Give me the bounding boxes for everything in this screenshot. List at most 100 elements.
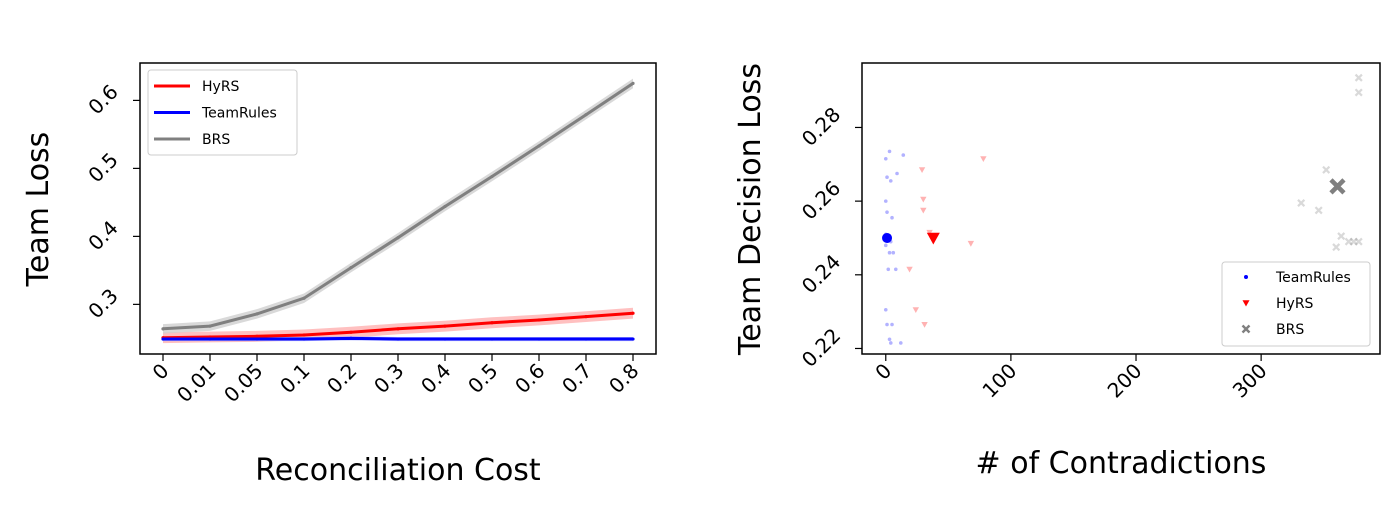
left-legend: HyRS TeamRules BRS [147,69,298,156]
teamrules-point [901,153,906,157]
right-x-tick-label: 300 [1228,359,1272,403]
teamrules-point [631,337,635,341]
hyrs-point [920,196,927,203]
teamrules-point [883,199,888,203]
teamrules-point [883,307,888,312]
teamrules-point [890,215,894,220]
teamrules-point [584,337,588,341]
right-y-axis-title: Team Decision Loss [733,63,768,356]
teamrules-point [396,337,400,341]
brs-point [1314,206,1323,215]
left-x-tick-label: 0.4 [416,359,455,398]
brs-point [490,174,494,179]
teamrules-legend-marker [1244,275,1248,279]
left-legend-box [147,69,298,156]
left-y-tick-label: 0.5 [83,148,122,187]
brs-point [349,266,353,270]
right-x-tick-label: 200 [1103,359,1147,403]
brs-point [1354,237,1363,246]
teamrules-point [883,243,888,248]
teamrules-point [302,337,306,341]
brs-mean-marker [1329,178,1346,195]
left-x-tick-label: 0.7 [557,359,596,398]
hyrs-point [584,315,588,319]
teamrules-point [887,250,892,255]
brs-point [161,327,165,331]
teamrules-point [885,175,889,179]
teamrules-point [349,336,353,340]
teamrules-point [537,337,541,341]
right-x-tick-label: 100 [977,359,1021,403]
right-y-tick-label: 0.26 [797,176,845,224]
left-x-tick-label: 0.01 [172,359,220,407]
teamrules-point [885,322,889,327]
teamrules-point [893,267,898,272]
hyrs-legend-label: HyRS [1276,296,1314,312]
teamrules-point [898,341,903,345]
brs-point [1354,73,1363,82]
hyrs-point [490,321,494,325]
hyrs-point [912,307,920,313]
hyrs-point [926,229,933,236]
teamrules-legend-label: TeamRules [1275,270,1351,286]
hyrs-legend-marker [1242,300,1250,307]
left-x-tick-label: 0.8 [604,359,643,398]
teamrules-point [887,337,892,342]
teamrules-point [886,267,891,272]
left-x-tick-label: 0 [148,359,174,385]
brs-point [396,236,400,240]
brs-point [537,144,541,148]
right-y-tick-label: 0.24 [797,250,845,298]
teamrules-point [887,149,892,154]
brs-point [255,312,259,316]
teamrules-point [891,250,896,255]
brs-point [584,113,588,117]
right-legend-box [1221,261,1371,347]
teamrules-point [890,322,894,327]
hyrs-point [396,327,400,331]
left-x-tick-label: 0.05 [219,359,267,407]
teamrules-point [888,179,893,183]
right-legend: TeamRules HyRS BRS [1221,261,1371,347]
right-x-axis-title: # of Contradictions [976,446,1267,481]
brs-point [631,81,635,85]
left-y-tick-label: 0.4 [83,216,122,255]
hyrs-point [921,321,928,328]
hyrs-point [537,318,541,322]
teamrules-legend-label: TeamRules [201,106,277,122]
teamrules-point [885,210,889,214]
brs-legend-label: BRS [1276,322,1304,338]
brs-point [1332,243,1341,252]
right-x-tick-label: 0 [870,359,896,385]
brs-point [1354,88,1363,97]
teamrules-point [883,156,888,161]
hyrs-point [967,240,975,247]
right-plot-frame [861,62,1381,355]
teamrules-mean-marker [882,232,893,243]
left-y-tick-label: 0.3 [83,284,122,323]
hyrs-point [906,266,913,273]
left-x-axis-title: Reconciliation Cost [255,453,541,488]
hyrs-point [631,311,635,315]
brs-point [443,204,447,209]
brs-point [1349,237,1358,246]
brs-point [1337,232,1346,241]
hyrs-point [920,207,927,214]
left-x-tick-label: 0.6 [510,359,549,398]
hyrs-point [443,324,447,328]
hyrs-point [980,156,987,162]
left-x-tick-label: 0.2 [322,359,361,398]
brs-point [302,296,306,300]
right-y-tick-label: 0.28 [797,102,845,150]
teamrules-point [895,171,899,176]
hyrs-mean-marker [926,232,940,245]
teamrules-point [255,337,259,341]
teamrules-point [888,341,893,345]
hyrs-point [302,333,306,337]
left-y-tick-label: 0.6 [83,80,122,119]
hyrs-point [255,334,259,338]
brs-legend-label: BRS [202,132,230,148]
right-y-tick-label: 0.22 [797,323,845,371]
brs-point [1322,165,1331,174]
team-decision-loss-chart: 0 100 200 300 0.22 0.24 0.26 0.28 # of Contrad… [733,62,1381,481]
